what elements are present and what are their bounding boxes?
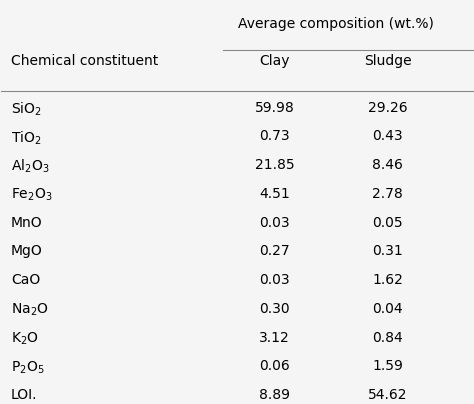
Text: 0.27: 0.27 bbox=[259, 244, 290, 259]
Text: 21.85: 21.85 bbox=[255, 158, 294, 172]
Text: Al$_2$O$_3$: Al$_2$O$_3$ bbox=[11, 158, 49, 175]
Text: 1.62: 1.62 bbox=[373, 273, 403, 287]
Text: 0.31: 0.31 bbox=[373, 244, 403, 259]
Text: 0.43: 0.43 bbox=[373, 129, 403, 143]
Text: MgO: MgO bbox=[11, 244, 43, 259]
Text: 0.04: 0.04 bbox=[373, 302, 403, 316]
Text: Clay: Clay bbox=[259, 54, 290, 68]
Text: Na$_2$O: Na$_2$O bbox=[11, 302, 48, 318]
Text: 0.73: 0.73 bbox=[259, 129, 290, 143]
Text: Sludge: Sludge bbox=[364, 54, 411, 68]
Text: 54.62: 54.62 bbox=[368, 388, 408, 402]
Text: 8.46: 8.46 bbox=[373, 158, 403, 172]
Text: SiO$_2$: SiO$_2$ bbox=[11, 101, 42, 118]
Text: 1.59: 1.59 bbox=[373, 360, 403, 373]
Text: 2.78: 2.78 bbox=[373, 187, 403, 201]
Text: 0.03: 0.03 bbox=[259, 273, 290, 287]
Text: 59.98: 59.98 bbox=[255, 101, 294, 114]
Text: Fe$_2$O$_3$: Fe$_2$O$_3$ bbox=[11, 187, 53, 203]
Text: 0.05: 0.05 bbox=[373, 216, 403, 229]
Text: P$_2$O$_5$: P$_2$O$_5$ bbox=[11, 360, 45, 376]
Text: Chemical constituent: Chemical constituent bbox=[11, 54, 158, 68]
Text: LOI.: LOI. bbox=[11, 388, 37, 402]
Text: 4.51: 4.51 bbox=[259, 187, 290, 201]
Text: CaO: CaO bbox=[11, 273, 40, 287]
Text: 0.30: 0.30 bbox=[259, 302, 290, 316]
Text: MnO: MnO bbox=[11, 216, 43, 229]
Text: 3.12: 3.12 bbox=[259, 331, 290, 345]
Text: K$_2$O: K$_2$O bbox=[11, 331, 39, 347]
Text: 0.03: 0.03 bbox=[259, 216, 290, 229]
Text: Average composition (wt.%): Average composition (wt.%) bbox=[238, 17, 434, 31]
Text: 8.89: 8.89 bbox=[259, 388, 290, 402]
Text: 29.26: 29.26 bbox=[368, 101, 408, 114]
Text: 0.06: 0.06 bbox=[259, 360, 290, 373]
Text: TiO$_2$: TiO$_2$ bbox=[11, 129, 41, 147]
Text: 0.84: 0.84 bbox=[373, 331, 403, 345]
